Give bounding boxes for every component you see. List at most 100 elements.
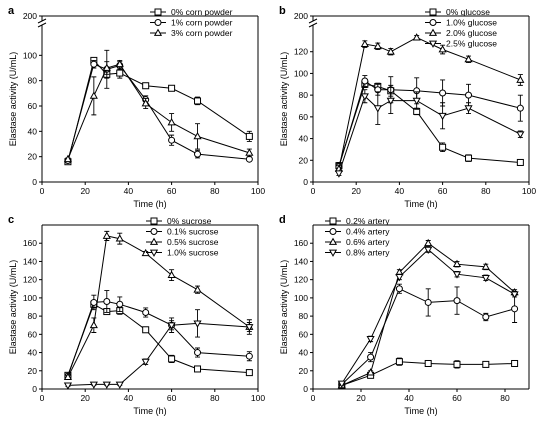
- series-triangle-down: [63, 309, 254, 390]
- data-point: [89, 381, 98, 389]
- axis-break-mark: [37, 18, 47, 24]
- data-point: [245, 369, 253, 377]
- data-point: [141, 99, 150, 107]
- data-point: [439, 143, 447, 151]
- data-point: [511, 305, 519, 313]
- y-tick-label: 200: [294, 11, 308, 21]
- data-point: [516, 131, 525, 139]
- y-tick-label: 0: [32, 177, 37, 187]
- data-point: [482, 360, 490, 368]
- x-tick-label: 60: [452, 393, 462, 403]
- panel-label: c: [8, 214, 14, 226]
- x-tick-label: 0: [40, 186, 45, 196]
- y-tick-label: 100: [294, 68, 308, 78]
- x-tick-label: 20: [80, 186, 90, 196]
- y-tick-label: 140: [23, 256, 37, 266]
- y-tick-label: 60: [28, 101, 38, 111]
- x-tick-label: 80: [500, 393, 510, 403]
- legend-marker: [428, 28, 438, 36]
- y-tick-label: 40: [28, 126, 38, 136]
- data-point: [373, 41, 382, 50]
- legend-label: 1.0% sucrose: [167, 248, 219, 258]
- data-point: [245, 324, 254, 332]
- data-point: [482, 313, 490, 321]
- data-point: [167, 270, 176, 278]
- series-triangle-down: [337, 246, 519, 388]
- chart-panel-d: d 0 20 40 60 80 0 20 40 60 80 100 120 140 160 Time (h) E…: [279, 214, 530, 416]
- y-tick-label: 80: [28, 76, 38, 86]
- data-point: [412, 97, 421, 105]
- data-point: [337, 380, 346, 388]
- x-tick-label: 20: [356, 393, 366, 403]
- data-point: [194, 349, 202, 357]
- legend-marker: [328, 237, 338, 245]
- data-point: [142, 308, 150, 316]
- x-tick-label: 40: [124, 393, 134, 403]
- data-point: [193, 285, 202, 293]
- data-point: [424, 359, 432, 367]
- data-point: [360, 93, 369, 101]
- data-point: [438, 112, 447, 121]
- data-point: [89, 91, 98, 99]
- y-tick-label: 120: [294, 275, 308, 285]
- data-point: [142, 326, 150, 334]
- data-point: [102, 381, 111, 389]
- legend-marker: [149, 249, 159, 257]
- x-tick-label: 0: [311, 186, 316, 196]
- y-axis-label: Elastase activity (U/mL): [8, 52, 18, 147]
- x-tick-label: 0: [311, 393, 316, 403]
- x-tick-label: 100: [251, 393, 265, 403]
- data-point: [115, 59, 124, 68]
- y-tick-label: 120: [294, 47, 308, 57]
- y-tick-label: 100: [23, 293, 37, 303]
- chart-panel-c: c 0 20 40 60 80 100 0 20 40 60 80 100 120 140 160 Time (…: [8, 214, 265, 416]
- x-tick-label: 100: [251, 186, 265, 196]
- y-tick-label: 140: [294, 256, 308, 266]
- y-tick-label: 80: [299, 90, 309, 100]
- data-point: [115, 234, 124, 242]
- data-point: [516, 75, 525, 83]
- series-line: [338, 37, 521, 170]
- legend-label: 0% sucrose: [167, 216, 212, 226]
- series-triangle-down: [334, 87, 525, 178]
- data-point: [511, 359, 519, 367]
- data-point: [334, 170, 344, 178]
- x-tick-label: 20: [80, 393, 90, 403]
- x-tick-label: 40: [404, 393, 414, 403]
- legend-marker: [328, 249, 338, 257]
- series-square: [64, 56, 253, 166]
- data-point: [481, 262, 490, 270]
- x-tick-label: 60: [167, 393, 177, 403]
- data-point: [141, 358, 150, 367]
- data-point: [438, 45, 447, 53]
- axis-break-mark: [308, 18, 318, 24]
- chart-panel-b: b 200 0 20 40 60 80 100 0 20 40 60 80 100 120 Time (h) E…: [279, 5, 536, 209]
- y-tick-label: 120: [23, 275, 37, 285]
- legend-label: 0.2% artery: [346, 216, 390, 226]
- legend-marker: [154, 8, 162, 16]
- legend-label: 0.1% sucrose: [167, 227, 219, 237]
- legend-marker: [329, 217, 337, 225]
- x-tick-label: 80: [210, 186, 220, 196]
- data-point: [116, 300, 124, 308]
- x-axis-label: Time (h): [404, 199, 437, 209]
- data-point: [245, 132, 253, 140]
- data-point: [116, 69, 124, 77]
- data-point: [412, 33, 421, 41]
- y-tick-label: 0: [303, 384, 308, 394]
- x-tick-label: 60: [438, 186, 448, 196]
- data-point: [194, 365, 202, 373]
- series-circle: [338, 283, 519, 388]
- data-point: [481, 274, 490, 283]
- legend-marker: [150, 228, 158, 235]
- series-line: [67, 63, 250, 160]
- data-point: [465, 91, 473, 99]
- data-point: [89, 320, 98, 329]
- y-tick-label: 20: [28, 152, 38, 162]
- panel-label: d: [279, 214, 286, 226]
- legend-marker: [329, 228, 337, 235]
